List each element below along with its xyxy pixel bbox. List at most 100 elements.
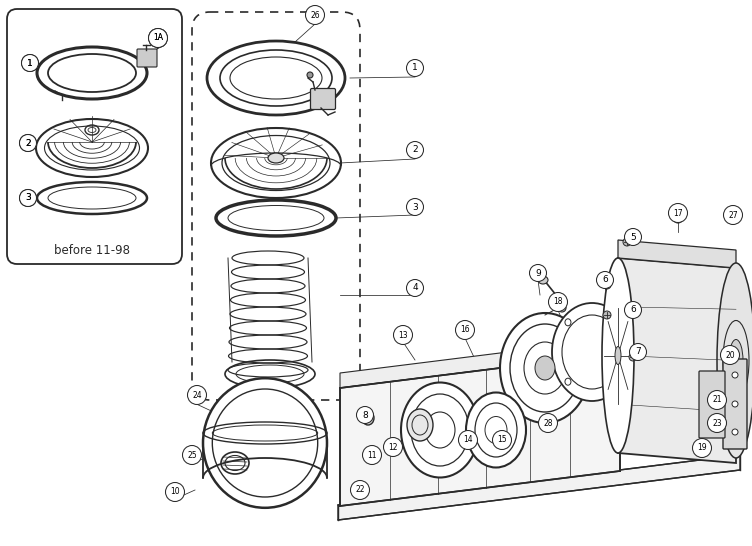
Ellipse shape: [368, 452, 380, 462]
Text: 22: 22: [355, 485, 365, 495]
Circle shape: [529, 264, 547, 282]
Circle shape: [407, 60, 423, 76]
Text: 15: 15: [497, 436, 507, 444]
Circle shape: [693, 438, 711, 458]
Circle shape: [148, 28, 168, 48]
Ellipse shape: [732, 372, 738, 378]
Text: 28: 28: [543, 418, 553, 428]
Circle shape: [305, 5, 325, 25]
Circle shape: [407, 199, 423, 216]
Ellipse shape: [629, 353, 637, 361]
Circle shape: [407, 141, 423, 158]
Text: 8: 8: [362, 411, 368, 419]
Text: 4: 4: [412, 283, 418, 293]
Ellipse shape: [268, 153, 284, 163]
Ellipse shape: [362, 411, 374, 425]
Circle shape: [362, 446, 381, 465]
Ellipse shape: [558, 304, 566, 312]
FancyBboxPatch shape: [723, 359, 747, 449]
Circle shape: [407, 280, 423, 296]
Text: 2: 2: [25, 139, 31, 147]
FancyBboxPatch shape: [311, 88, 335, 110]
Text: 3: 3: [25, 193, 31, 203]
Circle shape: [20, 134, 37, 151]
Ellipse shape: [673, 213, 683, 223]
Text: 16: 16: [460, 325, 470, 335]
Ellipse shape: [603, 281, 611, 289]
Text: 11: 11: [367, 450, 377, 460]
Text: 27: 27: [728, 211, 738, 219]
Text: 6: 6: [602, 276, 608, 284]
Text: 1A: 1A: [153, 33, 163, 43]
Text: 1: 1: [27, 58, 33, 68]
Circle shape: [723, 205, 742, 224]
Ellipse shape: [717, 263, 752, 458]
Circle shape: [596, 271, 614, 288]
Circle shape: [22, 55, 38, 72]
Ellipse shape: [307, 72, 313, 78]
Circle shape: [708, 413, 726, 432]
Circle shape: [493, 430, 511, 449]
Text: 6: 6: [630, 306, 636, 314]
Circle shape: [708, 390, 726, 410]
Text: 13: 13: [399, 330, 408, 340]
Circle shape: [384, 437, 402, 456]
Circle shape: [393, 325, 413, 345]
Circle shape: [350, 480, 369, 500]
Ellipse shape: [602, 258, 634, 453]
Ellipse shape: [538, 276, 548, 284]
Circle shape: [456, 321, 475, 340]
Text: 2: 2: [25, 139, 31, 147]
Circle shape: [720, 346, 739, 365]
Circle shape: [624, 301, 641, 318]
Text: 21: 21: [712, 395, 722, 405]
Text: 2: 2: [412, 145, 418, 155]
Ellipse shape: [603, 311, 611, 319]
Text: 10: 10: [170, 488, 180, 496]
Text: 24: 24: [193, 390, 202, 400]
Text: 18: 18: [553, 298, 562, 306]
Text: 12: 12: [388, 442, 398, 452]
Ellipse shape: [623, 238, 631, 246]
Text: 14: 14: [463, 436, 473, 444]
Text: 26: 26: [310, 10, 320, 20]
Text: 3: 3: [25, 193, 31, 203]
Circle shape: [669, 204, 687, 223]
Circle shape: [20, 189, 37, 206]
Polygon shape: [340, 338, 620, 388]
Circle shape: [459, 430, 478, 449]
Ellipse shape: [535, 356, 555, 380]
Circle shape: [187, 385, 207, 405]
Circle shape: [538, 413, 557, 432]
Text: 7: 7: [635, 347, 641, 357]
Polygon shape: [618, 240, 736, 268]
Text: 1: 1: [27, 58, 33, 68]
Text: 5: 5: [630, 233, 636, 241]
Ellipse shape: [732, 401, 738, 407]
FancyBboxPatch shape: [7, 9, 182, 264]
Polygon shape: [338, 455, 740, 520]
Circle shape: [22, 55, 38, 72]
Circle shape: [20, 134, 37, 151]
Polygon shape: [340, 353, 620, 506]
Text: 23: 23: [712, 418, 722, 428]
Circle shape: [356, 407, 374, 424]
Circle shape: [165, 483, 184, 501]
Polygon shape: [618, 258, 736, 463]
Circle shape: [20, 189, 37, 206]
Text: 1: 1: [412, 63, 418, 73]
Text: 20: 20: [725, 351, 735, 359]
Ellipse shape: [615, 347, 621, 365]
Ellipse shape: [732, 429, 738, 435]
Circle shape: [548, 293, 568, 312]
Text: 17: 17: [673, 209, 683, 217]
Text: 19: 19: [697, 443, 707, 453]
Text: 9: 9: [535, 269, 541, 277]
Text: 25: 25: [187, 450, 197, 460]
Ellipse shape: [552, 303, 632, 401]
Circle shape: [629, 343, 647, 360]
Ellipse shape: [401, 383, 479, 478]
Circle shape: [624, 228, 641, 246]
Ellipse shape: [388, 443, 398, 453]
Ellipse shape: [729, 340, 743, 382]
